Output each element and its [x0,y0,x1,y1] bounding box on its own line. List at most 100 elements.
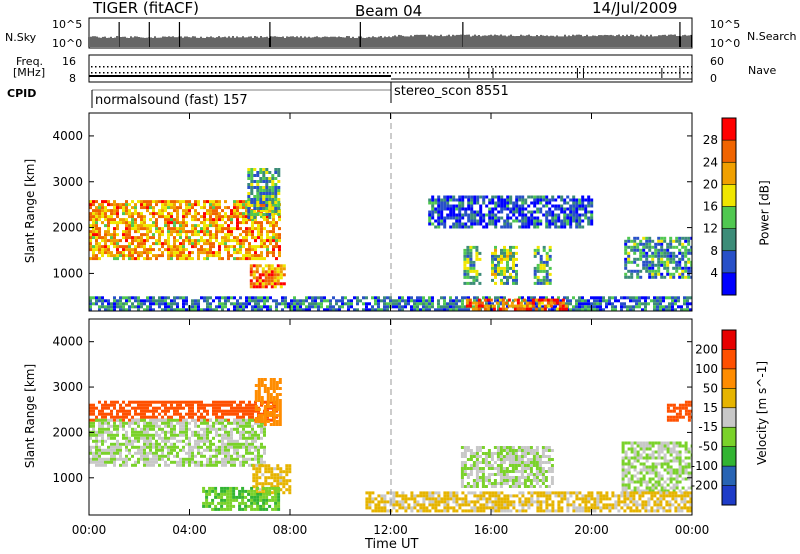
heatmap-cell [368,308,371,311]
heatmap-cell [650,299,653,303]
heatmap-cell [496,449,500,452]
heatmap-cell [527,222,531,226]
heatmap-cell [221,424,224,428]
heatmap-cell [197,224,200,228]
heatmap-cell [256,495,260,499]
heatmap-cell [191,403,194,407]
heatmap-cell [263,299,266,303]
heatmap-cell [419,302,422,306]
heatmap-cell [122,209,125,213]
heatmap-cell [224,451,227,455]
heatmap-cell [134,245,137,249]
freq-point [563,66,565,68]
heatmap-cell [639,242,643,246]
heatmap-cell [92,257,95,261]
heatmap-cell [273,473,277,477]
heatmap-cell [173,445,176,449]
heatmap-cell [470,219,474,223]
heatmap-cell [113,218,116,222]
heatmap-cell [152,457,155,461]
heatmap-cell [371,308,374,311]
heatmap-cell [656,305,659,309]
heatmap-cell [218,254,221,258]
heatmap-cell [266,305,269,309]
heatmap-cell [263,414,267,417]
heatmap-cell [137,302,140,306]
freq-point [267,66,269,68]
heatmap-cell [437,207,441,211]
heatmap-cell [497,299,500,303]
heatmap-cell [95,433,98,437]
heatmap-cell [545,254,549,258]
heatmap-cell [170,215,173,219]
date-label: 14/Jul/2009 [592,0,678,17]
freq-point [315,66,317,68]
heatmap-cell [279,488,283,492]
heatmap-cell [98,427,101,431]
heatmap-cell [275,299,278,303]
heatmap-cell [479,213,483,217]
heatmap-cell [92,406,95,410]
heatmap-cell [525,307,529,311]
heatmap-cell [475,248,479,252]
heatmap-cell [206,200,209,204]
heatmap-cell [344,296,347,300]
heatmap-cell [128,248,131,252]
heatmap-cell [215,230,218,234]
heatmap-cell [140,212,143,216]
heatmap-cell [275,302,278,306]
heatmap-cell [512,260,515,264]
heatmap-cell [128,251,131,255]
heatmap-cell [509,198,513,202]
heatmap-cell [660,257,664,261]
heatmap-cell [463,248,467,252]
heatmap-cell [536,219,540,223]
heatmap-cell [266,411,270,414]
heatmap-cell [158,239,161,243]
heatmap-cell [116,451,119,455]
heatmap-cell [128,254,131,258]
heatmap-cell [271,189,275,192]
heatmap-cell [167,242,170,246]
heatmap-cell [629,299,632,303]
heatmap-cell [226,504,230,508]
heatmap-cell [338,305,341,309]
heatmap-cell [170,400,173,404]
heatmap-cell [245,448,248,452]
heatmap-cell [125,209,128,213]
heatmap-cell [250,213,254,216]
nave-point [531,72,533,74]
heatmap-cell [110,221,113,225]
heatmap-cell [302,299,305,303]
heatmap-cell [200,436,203,440]
heatmap-cell [188,406,191,410]
heatmap-cell [545,296,548,300]
heatmap-cell [483,307,487,311]
heatmap-cell [506,198,510,202]
heatmap-cell [512,254,515,258]
heatmap-cell [218,230,221,234]
heatmap-cell [279,282,283,286]
heatmap-cell [206,424,209,428]
heatmap-cell [636,248,640,252]
heatmap-cell [506,269,509,273]
heatmap-cell [475,455,479,458]
heatmap-cell [255,276,259,280]
nave-point [499,72,501,74]
heatmap-cell [279,273,283,277]
heatmap-cell [104,415,107,419]
heatmap-cell [530,222,534,226]
heatmap-cell [299,308,302,311]
heatmap-cell [122,305,125,309]
freq-point [667,66,669,68]
heatmap-cell [239,418,242,422]
heatmap-cell [669,251,673,255]
heatmap-cell [265,210,269,213]
heatmap-cell [164,218,167,222]
heatmap-cell [254,436,257,440]
heatmap-cell [167,200,170,204]
heatmap-cell [232,489,236,493]
heatmap-cell [474,304,478,308]
heatmap-cell [173,296,176,300]
heatmap-cell [386,296,389,300]
